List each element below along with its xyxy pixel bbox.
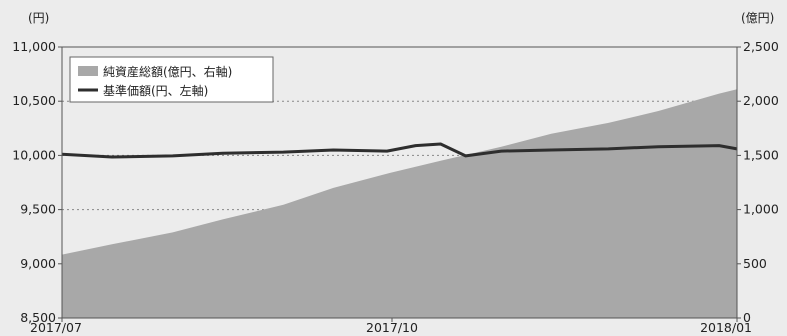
left-tick-label: 10,000 (12, 147, 56, 162)
net-assets-area (62, 89, 737, 318)
x-tick-label: 2017/10 (366, 320, 418, 335)
x-tick-label: 2018/01 (700, 320, 752, 335)
left-tick-label: 11,000 (12, 39, 56, 54)
left-axis-unit: (円) (28, 11, 49, 25)
right-tick-label: 1,000 (743, 202, 779, 217)
legend-label-net-assets: 純資産総額(億円、右軸) (103, 64, 232, 79)
right-axis-unit: (億円) (741, 11, 774, 25)
legend-box (69, 56, 274, 103)
right-tick-label: 0 (743, 310, 751, 325)
x-axis: 2017/07 2017/10 2018/01 (30, 318, 752, 335)
legend-swatch-area (78, 66, 98, 76)
x-tick-label: 2017/07 (30, 320, 82, 335)
right-axis: 0 500 1,000 1,500 2,000 2,500 (737, 39, 779, 325)
legend: 純資産総額(億円、右軸) 基準価額(円、左軸) (69, 56, 274, 103)
right-tick-label: 1,500 (743, 147, 779, 162)
left-axis: 8,500 9,000 9,500 10,000 10,500 11,000 (12, 39, 62, 325)
right-tick-label: 2,000 (743, 93, 779, 108)
left-tick-label: 9,000 (20, 256, 56, 271)
plot-frame (61, 46, 738, 319)
left-tick-label: 8,500 (20, 310, 56, 325)
left-tick-label: 10,500 (12, 93, 56, 108)
right-tick-label: 2,500 (743, 39, 779, 54)
right-tick-label: 500 (743, 256, 767, 271)
legend-label-nav: 基準価額(円、左軸) (103, 83, 208, 98)
nav-line (61, 142, 738, 159)
left-tick-label: 9,500 (20, 202, 56, 217)
